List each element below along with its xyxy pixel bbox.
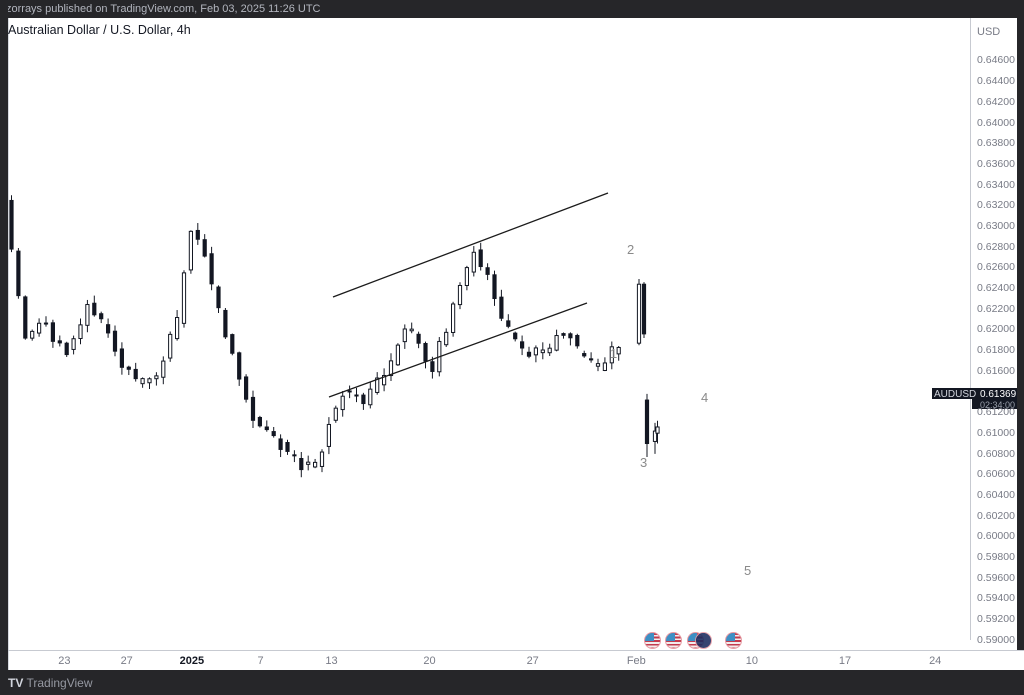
svg-text:3: 3 — [640, 455, 647, 470]
svg-text:4: 4 — [701, 390, 708, 405]
svg-text:2: 2 — [627, 242, 634, 257]
svg-text:1: 1 — [610, 346, 617, 361]
svg-text:5: 5 — [744, 563, 751, 578]
